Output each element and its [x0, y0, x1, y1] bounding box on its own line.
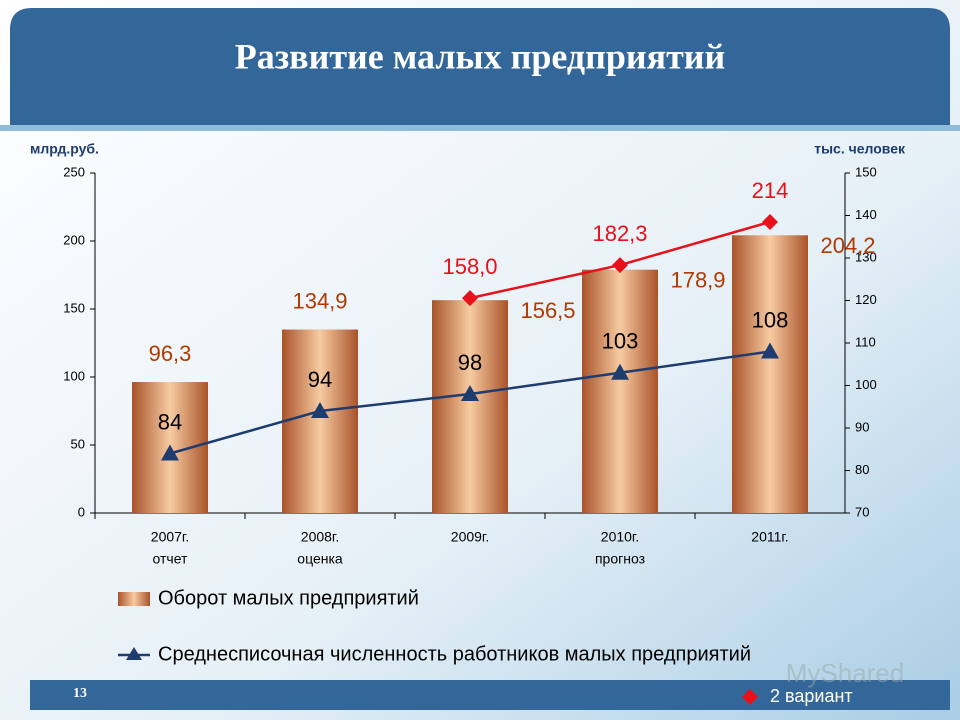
x-tick-label: 2008г. [301, 529, 339, 545]
y2-tick-label: 130 [855, 249, 877, 264]
y2-tick-label: 120 [855, 292, 877, 307]
y2-tick-label: 80 [855, 462, 869, 477]
bar-value-label: 178,9 [670, 268, 725, 293]
legend-marker [126, 647, 142, 660]
legend-label: Среднесписочная численность работников м… [158, 643, 751, 665]
y2-axis-label: тыс. человек [814, 141, 906, 157]
x-tick-sublabel: прогноз [595, 551, 645, 567]
line-value-label: 214 [752, 178, 789, 203]
diamond-marker [612, 257, 628, 274]
bar [582, 269, 658, 513]
x-tick-label: 2007г. [151, 529, 189, 545]
bar-value-label: 134,9 [292, 288, 347, 313]
bar [432, 300, 508, 513]
footer-band [30, 680, 950, 710]
triangle-marker [761, 342, 779, 359]
line-value-label: 103 [602, 329, 639, 354]
y-tick-label: 50 [71, 436, 85, 451]
watermark: MyShared [786, 658, 905, 688]
triangle-marker [461, 385, 479, 401]
y2-tick-label: 70 [855, 504, 869, 519]
bar-value-label: 204,2 [820, 233, 875, 258]
bar [282, 329, 358, 513]
triangle-marker [611, 363, 629, 380]
y2-tick-label: 110 [855, 334, 876, 349]
line-value-label: 158,0 [442, 254, 497, 279]
chart-title: Развитие малых предприятий [235, 36, 726, 76]
x-tick-sublabel: оценка [297, 551, 343, 567]
y2-tick-label: 150 [855, 164, 877, 179]
line-value-label: 98 [458, 350, 482, 375]
line-value-label: 84 [158, 409, 182, 434]
header-band [10, 8, 950, 125]
bar-value-label: 96,3 [149, 341, 192, 366]
y-tick-label: 100 [63, 368, 85, 383]
legend-label: 2 вариант [770, 686, 853, 706]
triangle-marker [161, 444, 179, 461]
y2-tick-label: 90 [855, 419, 869, 434]
y-tick-label: 200 [63, 232, 85, 247]
legend-swatch [118, 592, 150, 606]
y-tick-label: 150 [63, 300, 85, 315]
header-line [0, 125, 960, 131]
page-number: 13 [73, 686, 87, 701]
legend-label: Оборот малых предприятий [158, 587, 419, 609]
triangle-marker [311, 402, 329, 418]
x-tick-label: 2009г. [451, 529, 489, 545]
y-tick-label: 250 [63, 164, 85, 179]
y-axis-label: млрд.руб. [30, 141, 99, 157]
legend-marker [742, 689, 758, 705]
line-value-label: 94 [308, 367, 332, 392]
x-tick-sublabel: отчет [153, 551, 189, 567]
x-tick-label: 2011г. [751, 529, 788, 545]
bar [732, 235, 808, 513]
line-value-label: 182,3 [592, 221, 647, 246]
diamond-marker [762, 213, 778, 230]
y2-tick-label: 100 [855, 377, 877, 392]
diamond-marker [462, 290, 478, 307]
x-tick-label: 2010г. [601, 529, 639, 545]
line-value-label: 108 [752, 307, 789, 332]
bar-value-label: 156,5 [520, 298, 575, 323]
y-tick-label: 0 [78, 504, 85, 519]
y2-tick-label: 140 [855, 207, 877, 222]
